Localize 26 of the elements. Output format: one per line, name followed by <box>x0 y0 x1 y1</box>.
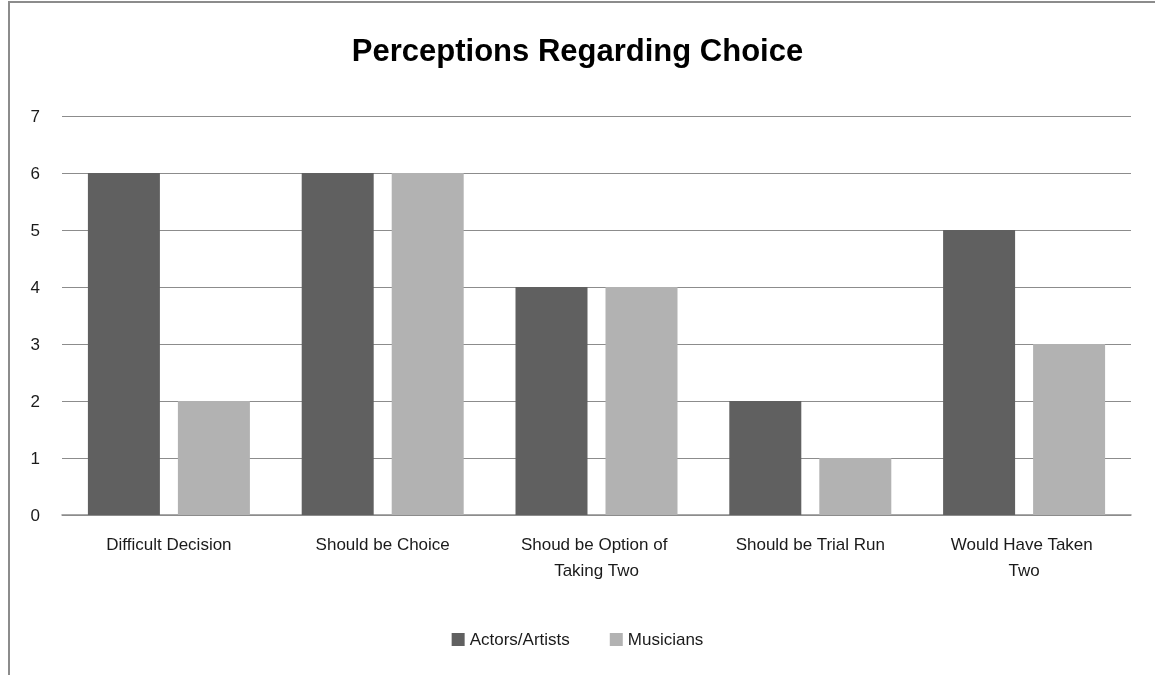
bar <box>87 173 160 515</box>
bar <box>943 230 1016 515</box>
y-tick-label: 4 <box>30 277 40 297</box>
bar <box>605 287 678 515</box>
bar <box>177 401 250 515</box>
bar <box>1033 344 1106 515</box>
y-tick-label: 7 <box>30 106 40 126</box>
y-tick-label: 5 <box>30 220 40 240</box>
x-tick-label: Difficult Decision <box>106 534 232 554</box>
y-tick-label: 2 <box>30 391 40 411</box>
x-tick-label: Would Have Taken Two <box>950 534 1098 580</box>
bar <box>301 173 374 515</box>
x-tick-label: Should be Choice <box>315 534 450 554</box>
y-tick-label: 3 <box>30 334 40 354</box>
y-tick-label: 6 <box>30 163 40 183</box>
x-tick-label: Should be Trial Run <box>735 534 885 554</box>
y-tick-label: 1 <box>30 448 40 468</box>
bar <box>729 401 802 515</box>
x-tick-label: Shoud be Option of Taking Two <box>520 534 673 580</box>
bar <box>391 173 464 515</box>
legend-label: Musicians <box>627 630 704 649</box>
bar <box>515 287 588 515</box>
legend-label: Actors/Artists <box>469 630 570 649</box>
chart-title: Perceptions Regarding Choice <box>351 33 804 68</box>
bar <box>819 458 892 515</box>
y-tick-label: 0 <box>30 505 40 525</box>
